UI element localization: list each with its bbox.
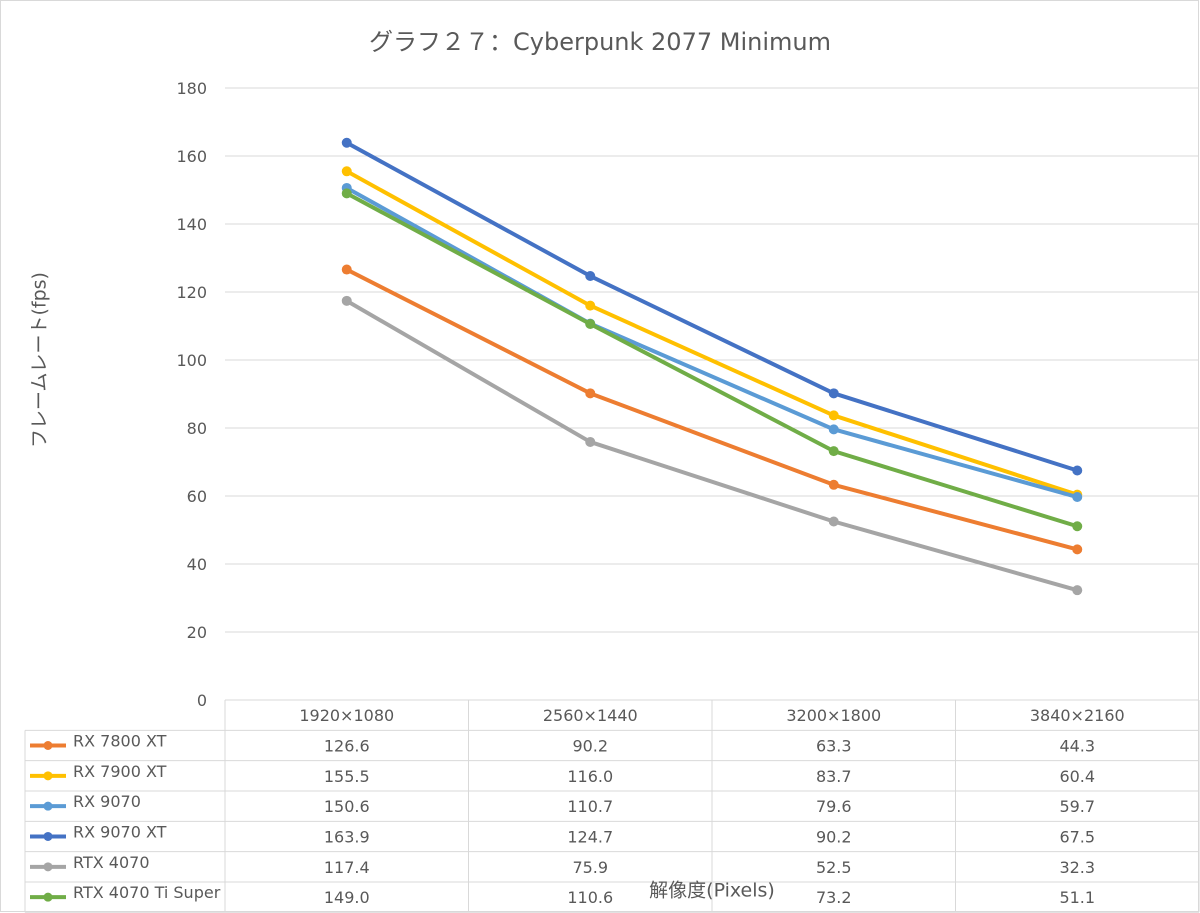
- y-tick-label: 40: [187, 555, 207, 574]
- x-category-label: 1920×1080: [299, 706, 394, 725]
- x-axis-label: 解像度(Pixels): [649, 879, 775, 902]
- data-point: [341, 137, 352, 148]
- data-point: [1072, 492, 1083, 503]
- data-point: [828, 424, 839, 435]
- data-table-value: 124.7: [567, 827, 613, 846]
- series-line: [344, 140, 1080, 473]
- data-point: [585, 388, 596, 399]
- data-table-value: 79.6: [816, 797, 852, 816]
- data-point: [828, 388, 839, 399]
- data-point: [585, 271, 596, 282]
- data-table-value: 155.5: [324, 767, 370, 786]
- data-point: [828, 410, 839, 421]
- legend-key-marker: [43, 740, 53, 750]
- data-table-value: 51.1: [1059, 888, 1095, 907]
- data-table-value: 44.3: [1059, 736, 1095, 755]
- data-table-value: 90.2: [816, 827, 852, 846]
- y-tick-label: 80: [187, 419, 207, 438]
- data-table-value: 67.5: [1059, 827, 1095, 846]
- legend-series-name: RX 7900 XT: [73, 762, 167, 781]
- legend-series-name: RTX 4070 Ti Super: [73, 883, 221, 902]
- data-table-value: 32.3: [1059, 858, 1095, 877]
- series-line: [344, 169, 1080, 497]
- data-point: [585, 300, 596, 311]
- legend-series-name: RX 7800 XT: [73, 731, 167, 750]
- data-point: [341, 295, 352, 306]
- data-table-value: 110.6: [567, 888, 613, 907]
- series-line: [344, 267, 1080, 552]
- data-table-value: 63.3: [816, 736, 852, 755]
- data-point: [341, 188, 352, 199]
- series-line: [344, 185, 1080, 500]
- data-table-value: 110.7: [567, 797, 613, 816]
- series-line: [344, 298, 1080, 593]
- legend-series-name: RX 9070 XT: [73, 822, 167, 841]
- legend-key-marker: [43, 831, 53, 841]
- legend-key-marker: [43, 801, 53, 811]
- data-table-value: 75.9: [572, 858, 608, 877]
- data-point: [1072, 544, 1083, 555]
- data-point: [1072, 521, 1083, 532]
- legend-key-marker: [43, 862, 53, 872]
- legend-series-name: RX 9070: [73, 792, 141, 811]
- y-tick-label: 180: [176, 79, 207, 98]
- x-category-label: 3200×1800: [786, 706, 881, 725]
- data-table-value: 60.4: [1059, 767, 1095, 786]
- data-point: [828, 516, 839, 527]
- y-tick-label: 140: [176, 215, 207, 234]
- data-point: [585, 436, 596, 447]
- chart-title: グラフ２７：Cyberpunk 2077 Minimum: [369, 28, 831, 56]
- data-table-value: 150.6: [324, 797, 370, 816]
- y-tick-label: 100: [176, 351, 207, 370]
- legend-key-marker: [43, 892, 53, 902]
- y-tick-label: 20: [187, 623, 207, 642]
- legend-series-name: RTX 4070: [73, 853, 150, 872]
- data-table-value: 163.9: [324, 827, 370, 846]
- data-table-value: 73.2: [816, 888, 852, 907]
- y-tick-label: 120: [176, 283, 207, 302]
- data-point: [585, 318, 596, 329]
- data-point: [341, 166, 352, 177]
- data-table-value: 52.5: [816, 858, 852, 877]
- data-table-value: 59.7: [1059, 797, 1095, 816]
- legend-key-marker: [43, 771, 53, 781]
- data-table-value: 149.0: [324, 888, 370, 907]
- y-tick-label: 60: [187, 487, 207, 506]
- series-line: [344, 191, 1080, 529]
- data-point: [828, 479, 839, 490]
- data-table-value: 117.4: [324, 858, 370, 877]
- data-table-value: 116.0: [567, 767, 613, 786]
- y-tick-label: 160: [176, 147, 207, 166]
- data-point: [1072, 585, 1083, 596]
- data-table-value: 126.6: [324, 736, 370, 755]
- y-tick-label: 0: [197, 691, 207, 710]
- data-point: [1072, 465, 1083, 476]
- data-point: [828, 446, 839, 457]
- data-point: [341, 264, 352, 275]
- x-category-label: 2560×1440: [543, 706, 638, 725]
- x-category-label: 3840×2160: [1030, 706, 1125, 725]
- data-table-value: 90.2: [572, 736, 608, 755]
- data-table-value: 83.7: [816, 767, 852, 786]
